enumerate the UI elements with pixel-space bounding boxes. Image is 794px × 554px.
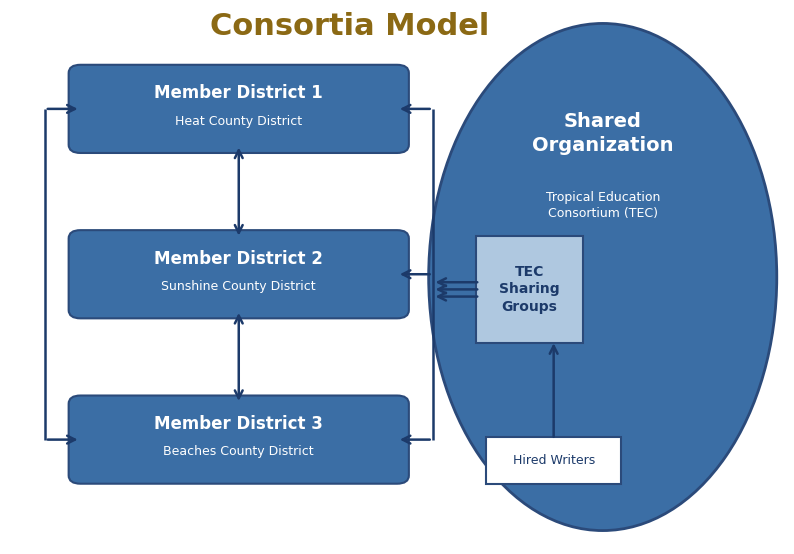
FancyBboxPatch shape	[487, 437, 621, 484]
Text: Tropical Education
Consortium (TEC): Tropical Education Consortium (TEC)	[545, 191, 660, 220]
Text: Consortia Model: Consortia Model	[210, 12, 489, 40]
Text: Heat County District: Heat County District	[175, 115, 303, 127]
Text: Sunshine County District: Sunshine County District	[161, 280, 316, 293]
Text: Member District 1: Member District 1	[154, 84, 323, 102]
Text: Member District 2: Member District 2	[154, 250, 323, 268]
Text: Hired Writers: Hired Writers	[513, 454, 595, 467]
Text: Beaches County District: Beaches County District	[164, 445, 314, 458]
Text: TEC
Sharing
Groups: TEC Sharing Groups	[499, 265, 560, 314]
Text: Member District 3: Member District 3	[154, 415, 323, 433]
Ellipse shape	[429, 23, 777, 531]
FancyBboxPatch shape	[68, 65, 409, 153]
FancyBboxPatch shape	[68, 396, 409, 484]
Text: Shared
Organization: Shared Organization	[532, 112, 673, 155]
FancyBboxPatch shape	[68, 230, 409, 319]
FancyBboxPatch shape	[476, 235, 583, 343]
